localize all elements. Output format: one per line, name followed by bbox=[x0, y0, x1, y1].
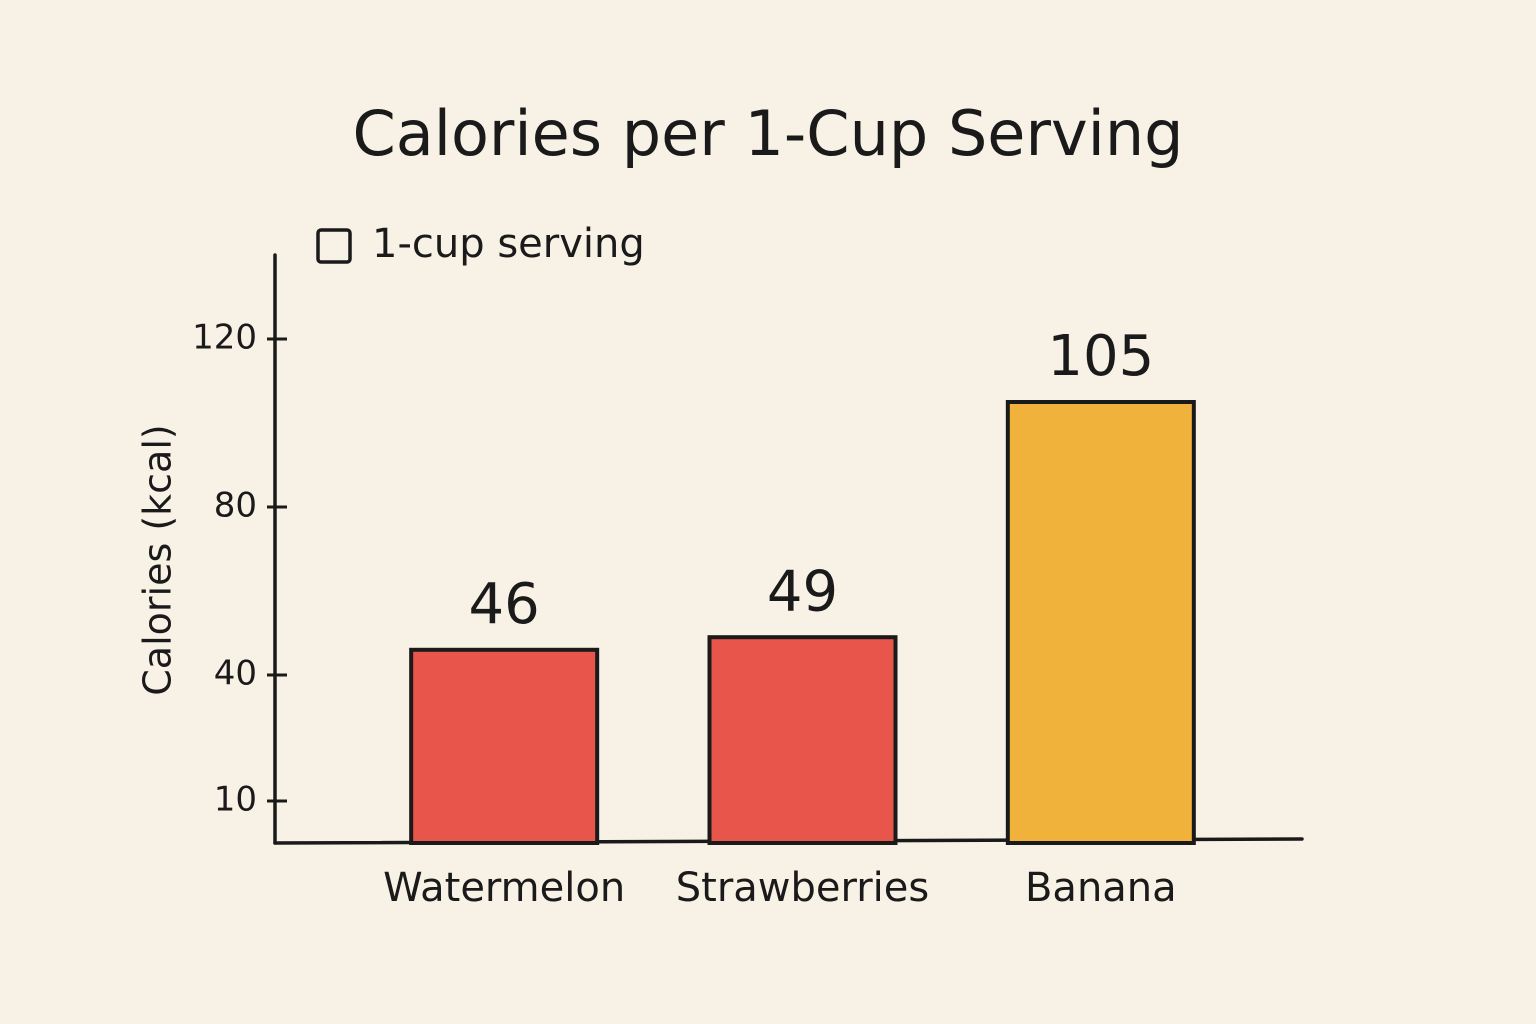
legend-label: 1-cup serving bbox=[372, 221, 645, 267]
x-tick-label: Watermelon bbox=[383, 865, 625, 911]
x-tick-label: Banana bbox=[1025, 865, 1177, 911]
bar bbox=[1005, 400, 1196, 845]
y-tick-label: 40 bbox=[214, 654, 257, 694]
data-label: 105 bbox=[1047, 324, 1154, 389]
bar bbox=[707, 635, 898, 846]
x-tick-label: Strawberries bbox=[676, 865, 930, 911]
y-axis-label: Calories (kcal) bbox=[136, 424, 180, 695]
data-label: 46 bbox=[469, 572, 540, 637]
legend-swatch bbox=[316, 228, 352, 264]
chart-title: Calories per 1-Cup Serving bbox=[352, 97, 1183, 170]
y-tick-label: 120 bbox=[192, 318, 257, 358]
y-tick-label: 80 bbox=[214, 486, 257, 526]
data-label: 49 bbox=[767, 559, 838, 624]
bar bbox=[409, 647, 600, 845]
y-tick-label: 10 bbox=[214, 780, 257, 820]
